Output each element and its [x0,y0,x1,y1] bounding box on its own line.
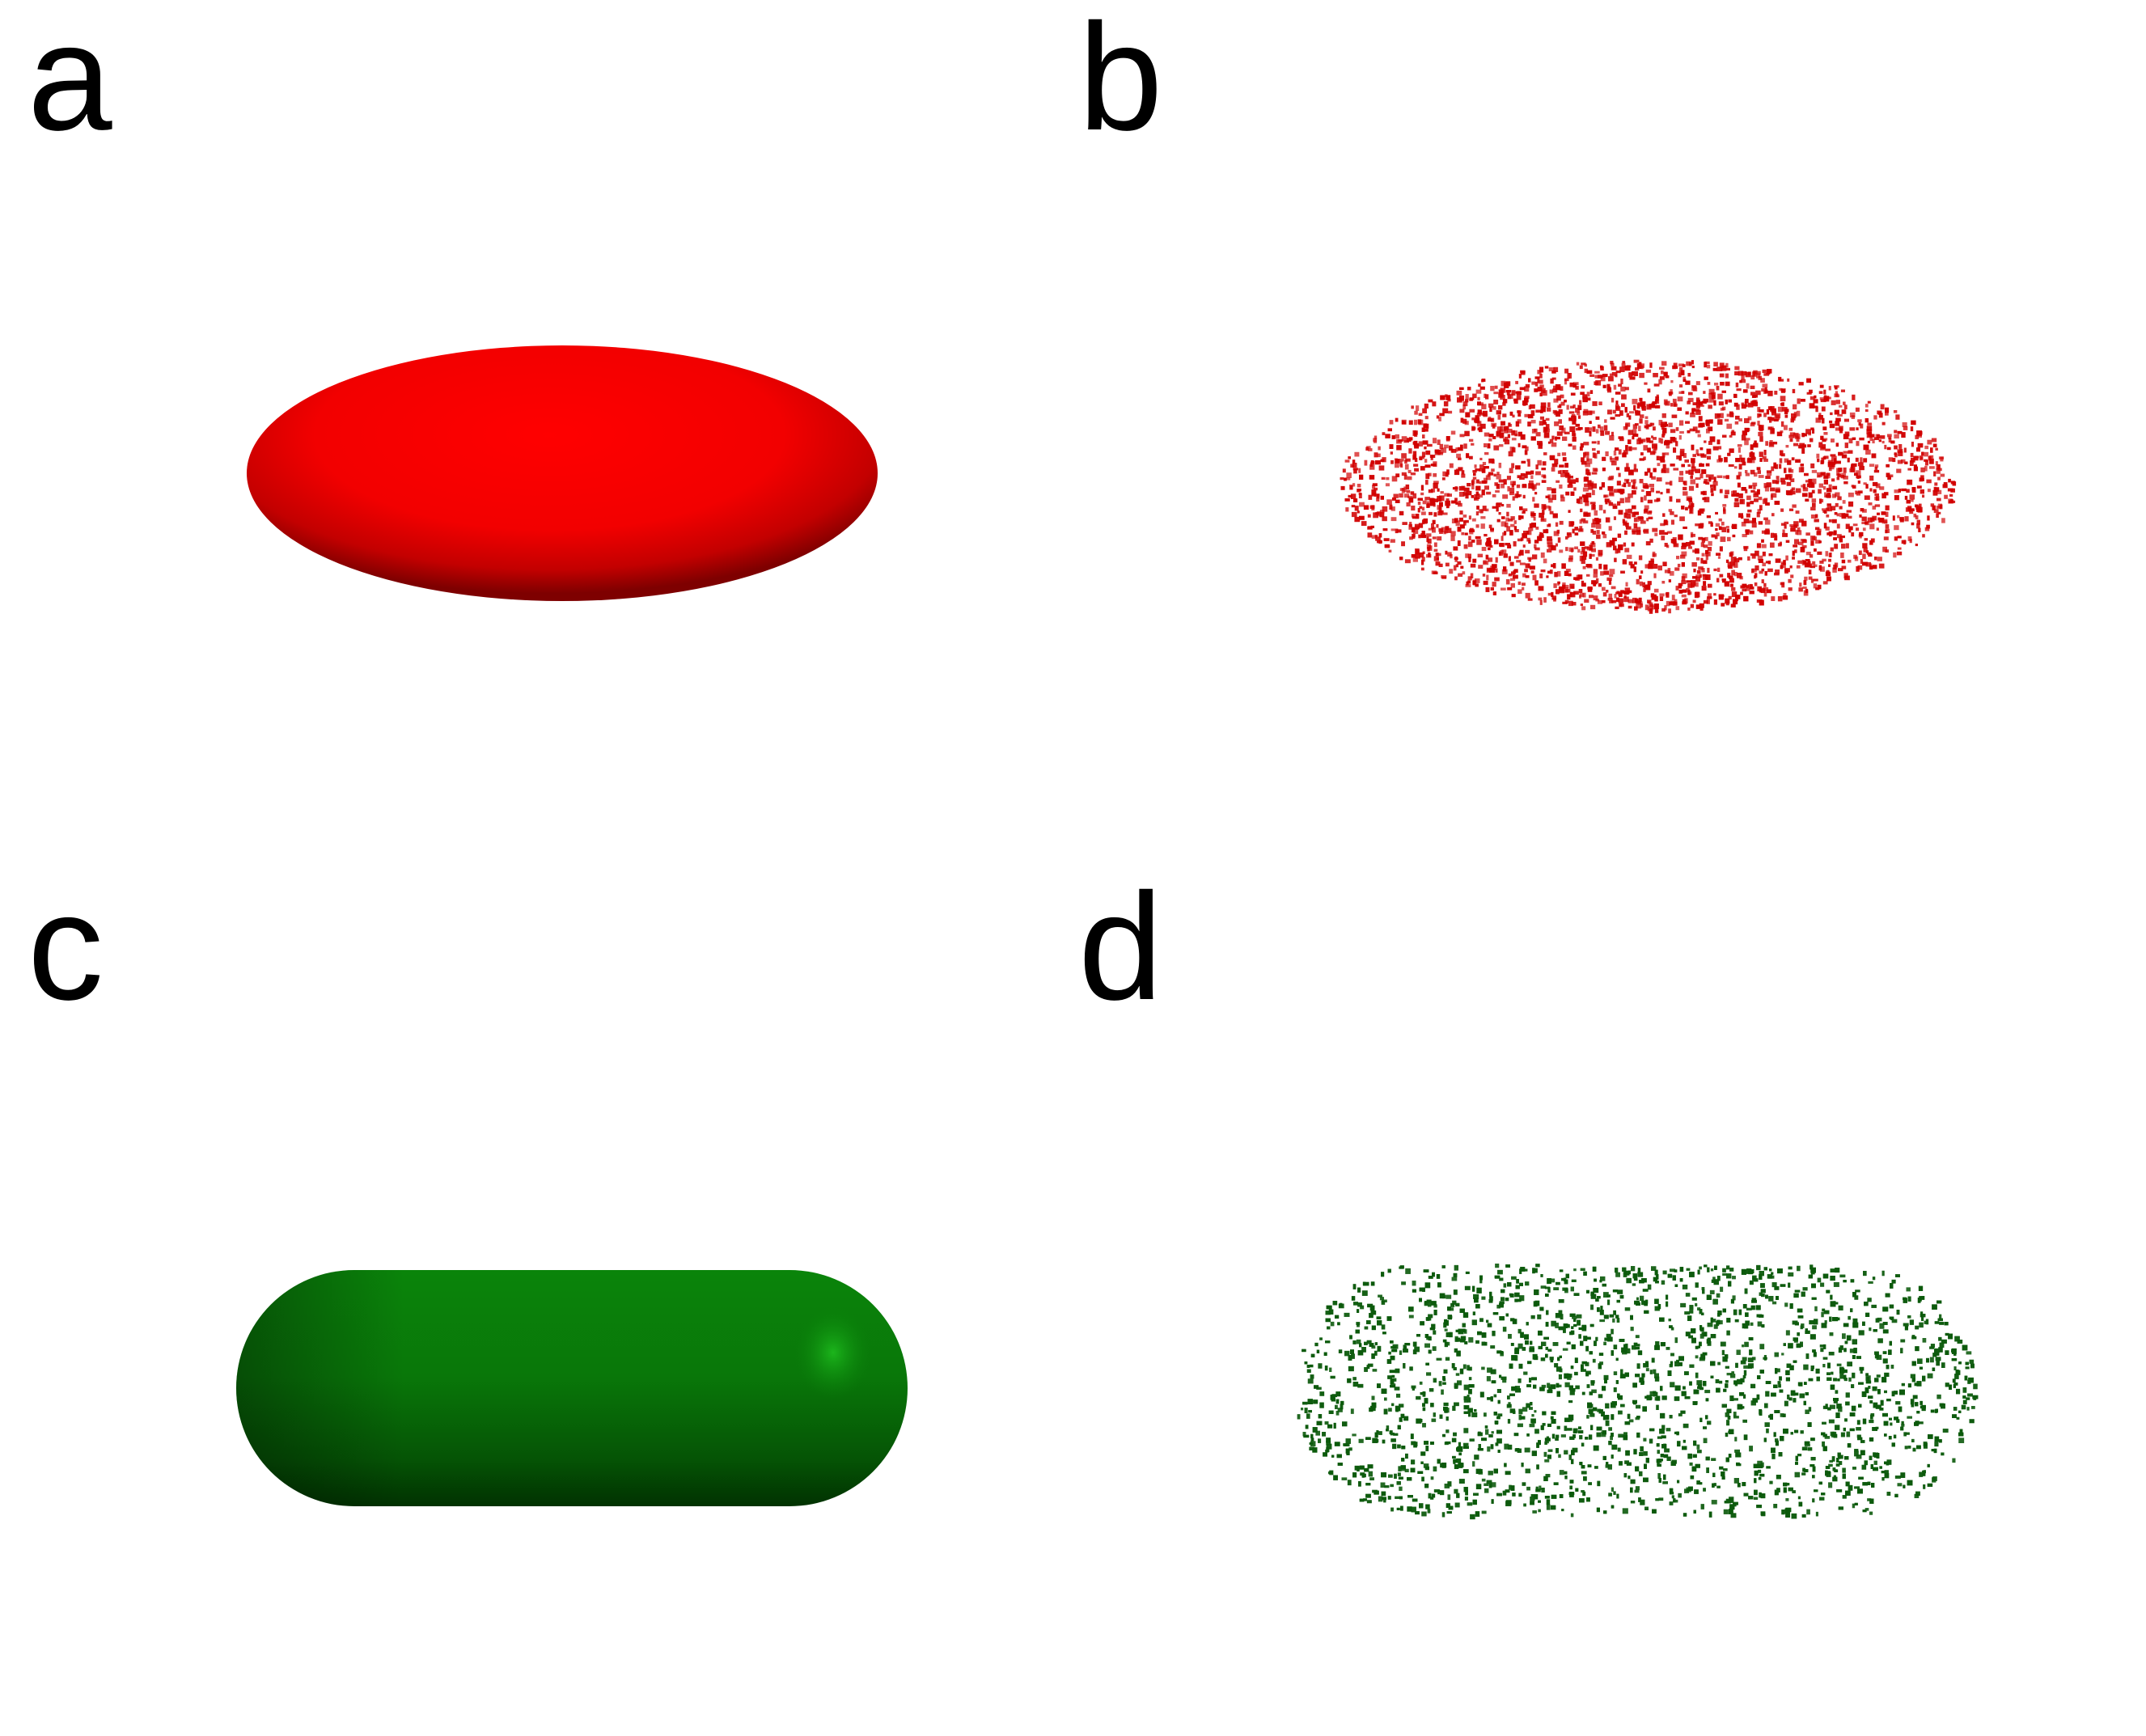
panel-d: d [1078,862,1979,1520]
panel-c: c [28,862,908,1506]
panel-label-b: b [1078,0,1163,162]
point-cloud-ellipsoid-red [1340,359,1957,614]
panel-label-a: a [28,0,112,162]
panel-label-c: c [28,862,104,1031]
panel-label-d: d [1078,862,1163,1031]
solid-capsule-green [236,1270,908,1506]
panel-b: b [1078,0,1957,614]
panel-a: a [28,0,878,601]
point-cloud-capsule-green [1297,1264,1979,1520]
solid-ellipsoid-red [247,345,878,601]
